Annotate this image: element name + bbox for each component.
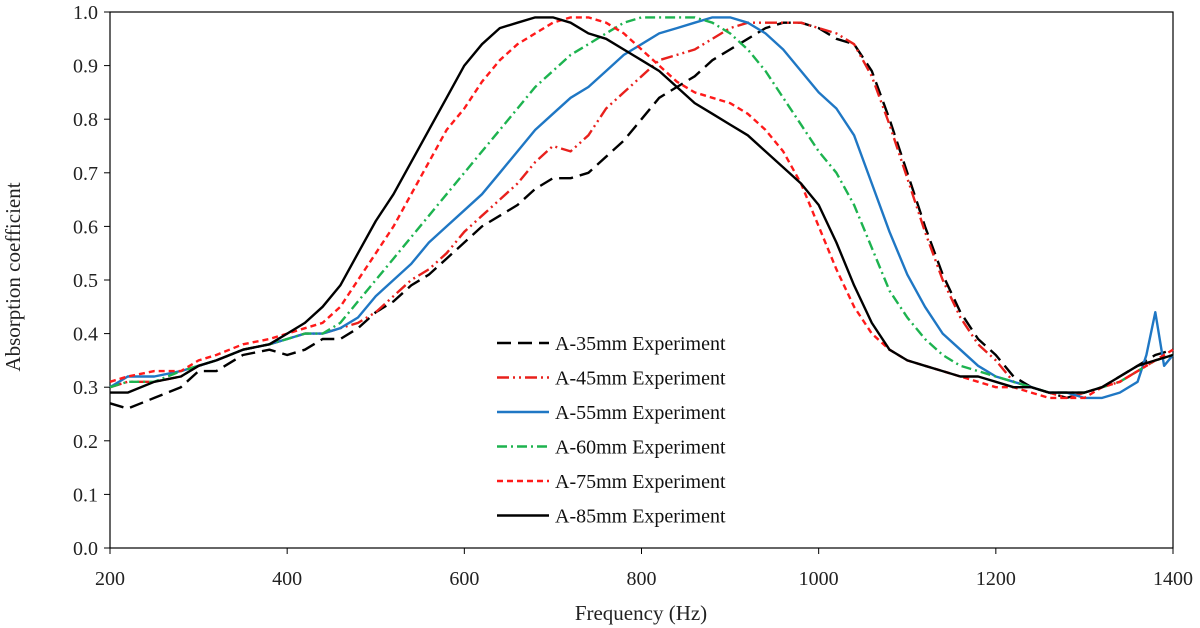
y-tick-label: 0.5: [73, 270, 98, 292]
series-line-6: [110, 16, 1174, 394]
y-tick-label: 0.2: [73, 431, 98, 453]
series-line-1: [109, 21, 1174, 410]
x-tick-label: 600: [449, 568, 479, 590]
series-line-4: [109, 16, 1174, 394]
series-layer: [109, 16, 1174, 410]
y-tick-label: 1.0: [73, 2, 98, 24]
y-tick-label: 0.1: [73, 484, 98, 506]
series-line-2: [109, 21, 1174, 400]
y-tick-label: 0.7: [73, 163, 98, 185]
plot-area: [109, 11, 1174, 549]
y-axis-label: Absorption coefficient: [1, 182, 25, 371]
legend-label-1: A-35mm Experiment: [555, 333, 726, 355]
x-tick-label: 1000: [799, 568, 839, 590]
legend-label-2: A-45mm Experiment: [555, 368, 726, 390]
y-tick-label: 0.9: [73, 56, 98, 78]
x-tick-label: 1200: [976, 568, 1016, 590]
y-tick-label: 0.3: [73, 377, 98, 399]
y-tick-label: 0.4: [73, 324, 98, 346]
legend-label-5: A-75mm Experiment: [555, 471, 726, 493]
y-tick-label: 0.8: [73, 109, 98, 131]
plot-border: [109, 11, 1174, 549]
y-tick-label: 0.6: [73, 216, 98, 238]
y-tick-label: 0.0: [73, 538, 98, 560]
x-tick-label: 400: [272, 568, 302, 590]
legend-label-3: A-55mm Experiment: [555, 402, 726, 424]
legend-label-4: A-60mm Experiment: [555, 437, 726, 459]
x-tick-label: 200: [95, 568, 125, 590]
x-tick-label: 800: [627, 568, 657, 590]
x-axis-label: Frequency (Hz): [575, 601, 707, 625]
x-tick-label: 1400: [1153, 568, 1193, 590]
y-axis: 0.0 0.1 0.2 0.3 0.4 0.5 0.6 0.7 0.8 0.9 1.0: [73, 2, 110, 560]
x-axis: 200 400 600 800 1000 1200 1400: [95, 548, 1193, 590]
legend-label-6: A-85mm Experiment: [555, 506, 726, 528]
legend: A-35mm Experiment A-45mm Experiment A-55mm…: [497, 333, 726, 528]
